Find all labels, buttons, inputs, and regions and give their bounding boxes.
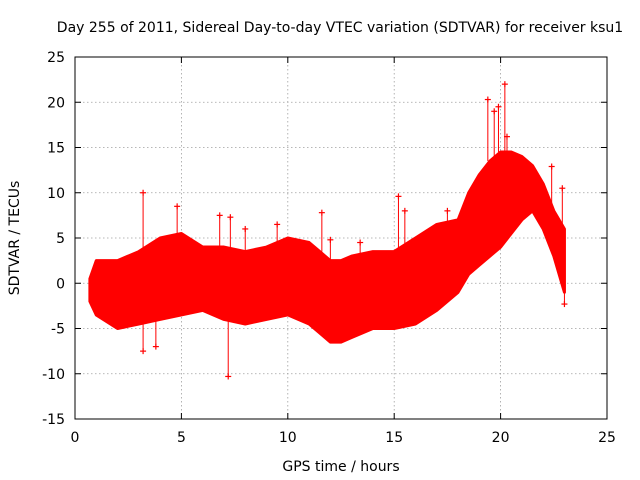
y-tick-label: 10: [47, 186, 65, 202]
x-tick-label: 0: [71, 430, 80, 446]
outlier-point: [561, 301, 568, 308]
outlier-point: [327, 236, 334, 243]
y-tick-label: 20: [47, 95, 65, 111]
y-tick-label: -5: [51, 322, 65, 338]
x-tick-label: 5: [177, 430, 186, 446]
y-tick-label: 5: [56, 231, 65, 247]
outlier-point: [140, 189, 147, 196]
x-tick-label: 15: [385, 430, 403, 446]
outlier-point: [242, 225, 249, 232]
outlier-point: [401, 207, 408, 214]
outlier-point: [548, 163, 555, 170]
outlier-point: [274, 221, 281, 228]
y-axis-label: SDTVAR / TECUs: [7, 181, 23, 296]
x-tick-label: 20: [492, 430, 510, 446]
data-band: [88, 150, 566, 344]
outlier-point: [484, 96, 491, 103]
outlier-point: [318, 209, 325, 216]
outlier-point: [152, 343, 159, 350]
outlier-point: [140, 348, 147, 355]
data-layer: [88, 81, 568, 380]
y-tick-label: 15: [47, 141, 65, 157]
y-tick-label: -10: [42, 367, 65, 383]
x-axis-label: GPS time / hours: [282, 459, 399, 475]
outlier-point: [491, 108, 498, 115]
outlier-point: [174, 203, 181, 210]
outlier-point: [503, 133, 510, 140]
outlier-point: [395, 193, 402, 200]
outlier-point: [495, 103, 502, 110]
outlier-point: [444, 207, 451, 214]
ticks: 0 5 10 15 20 25 -15 -10 -5 0 5 10 15 20 25: [42, 50, 616, 446]
y-tick-label: 0: [56, 276, 65, 292]
outlier-point: [357, 239, 364, 246]
x-tick-label: 25: [598, 430, 616, 446]
y-tick-label: -15: [42, 412, 65, 428]
outlier-point: [216, 212, 223, 219]
chart-title: Day 255 of 2011, Sidereal Day-to-day VTE…: [57, 20, 623, 36]
outlier-point: [559, 185, 566, 192]
outlier-point: [227, 214, 234, 221]
outlier-point: [501, 81, 508, 88]
y-tick-label: 25: [47, 50, 65, 66]
grid: [75, 57, 607, 419]
x-tick-label: 10: [279, 430, 297, 446]
outlier-point: [225, 373, 232, 380]
